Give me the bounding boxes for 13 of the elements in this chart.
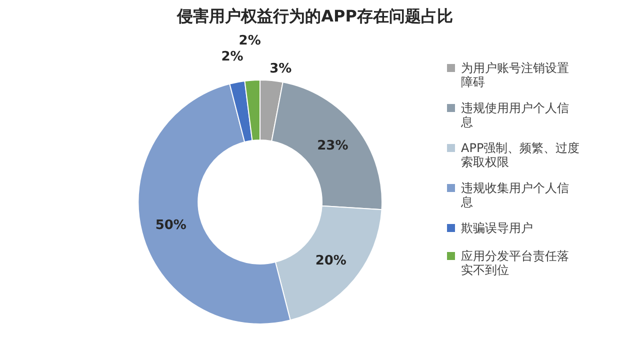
legend-label: 应用分发平台责任落实不到位: [461, 249, 569, 277]
data-label: 2%: [238, 33, 261, 48]
data-label: 50%: [155, 218, 186, 233]
legend-label: 违规使用用户个人信息: [460, 101, 569, 129]
data-label: 3%: [270, 62, 292, 77]
legend-label: 违规收集用户个人信息: [460, 181, 569, 209]
legend-label: 欺骗误导用户: [461, 221, 533, 235]
legend-label: APP强制、频繁、过度索取权限: [461, 141, 580, 169]
data-label: 20%: [315, 254, 346, 269]
chart-title: 侵害用户权益行为的APP存在问题占比: [176, 6, 453, 26]
legend-label: 为用户账号注销设置障碍: [461, 61, 569, 89]
data-label: 2%: [221, 50, 244, 65]
data-label: 23%: [317, 138, 348, 154]
